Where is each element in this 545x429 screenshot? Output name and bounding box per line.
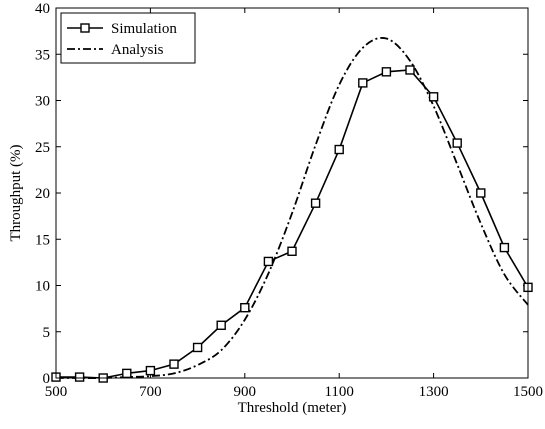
y-tick-label: 20 [35,186,50,202]
y-tick-label: 5 [43,325,51,341]
simulation-marker [476,188,486,198]
x-tick-label: 700 [139,384,162,400]
simulation-marker [169,359,179,369]
y-tick-label: 15 [35,232,50,248]
y-tick-label: 0 [43,371,51,387]
simulation-marker [122,368,132,379]
x-tick-label: 1500 [513,384,543,400]
legend-simulation-marker [80,23,90,33]
analysis-series-line [55,37,529,379]
x-axis-label: Threshold (meter) [238,400,347,416]
simulation-marker [334,144,344,155]
legend: Simulation Analysis [60,12,196,64]
simulation-marker [499,242,510,253]
simulation-marker [263,256,274,267]
simulation-marker [381,67,392,77]
x-tick-label: 500 [45,384,68,400]
y-tick-label: 35 [35,47,50,63]
plot-frame [55,7,529,379]
series-layer [51,37,533,383]
legend-box [60,12,196,64]
simulation-marker [310,198,321,208]
simulation-marker [240,303,250,313]
simulation-marker [216,320,226,330]
y-tick-label: 25 [35,140,50,156]
y-axis-ticks: 0 5 10 15 20 25 30 35 40 [35,1,528,387]
simulation-marker [74,372,85,382]
x-tick-label: 1300 [419,384,449,400]
y-axis-label: Throughput (%) [8,144,24,241]
simulation-marker [358,78,368,88]
legend-analysis-label: Analysis [111,42,164,58]
y-tick-label: 40 [35,1,50,17]
legend-simulation-label: Simulation [111,21,177,37]
simulation-marker [405,65,415,75]
simulation-marker [145,365,156,376]
x-tick-label: 900 [234,384,257,400]
y-tick-label: 10 [35,279,50,295]
x-tick-label: 1100 [324,384,353,400]
simulation-marker [287,246,297,256]
simulation-marker [428,92,439,102]
y-tick-label: 30 [35,94,50,110]
simulation-marker [452,138,462,148]
plot-area [56,8,528,378]
simulation-marker [192,342,203,353]
